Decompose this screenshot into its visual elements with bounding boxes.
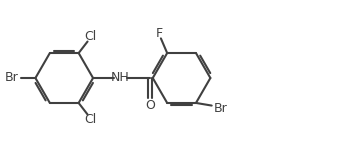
Text: O: O	[145, 99, 155, 112]
Text: NH: NH	[111, 71, 130, 85]
Text: Br: Br	[214, 102, 228, 115]
Text: Br: Br	[5, 71, 19, 85]
Text: F: F	[156, 27, 163, 40]
Text: Cl: Cl	[84, 30, 96, 43]
Text: Cl: Cl	[84, 113, 96, 126]
